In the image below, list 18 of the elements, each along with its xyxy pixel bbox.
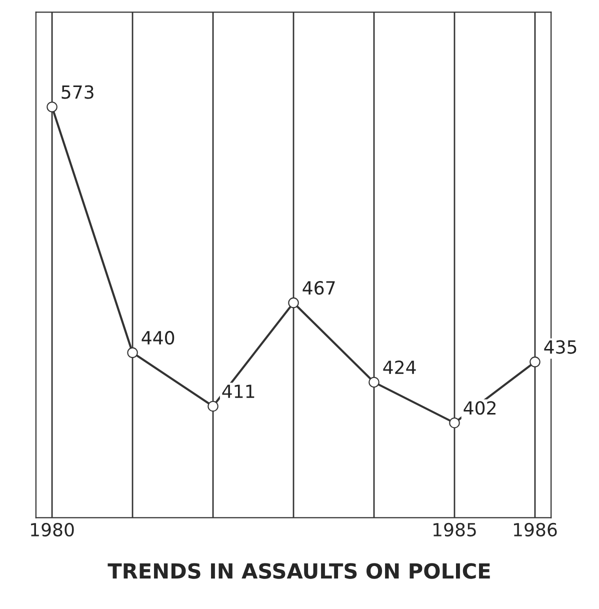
point: [208, 400, 218, 412]
x-tick-label: 1985: [434, 522, 476, 536]
x-tick-label: 1980: [31, 522, 74, 536]
point: [449, 417, 460, 428]
data-label: 402: [464, 401, 496, 415]
data-label: 467: [302, 281, 335, 295]
x-tick-label: 1986: [514, 522, 557, 536]
point: [288, 297, 299, 308]
data-label: 573: [62, 85, 94, 99]
data-label: 424: [383, 360, 416, 374]
point: [46, 102, 58, 112]
point: [127, 347, 138, 358]
data-label: 411: [222, 384, 254, 398]
point: [368, 376, 380, 388]
point: [530, 356, 540, 368]
data-label: 440: [142, 330, 174, 345]
text: TRENDS IN ASSAULTS ON POLICE: [108, 563, 490, 579]
data-label: 435: [544, 340, 576, 354]
